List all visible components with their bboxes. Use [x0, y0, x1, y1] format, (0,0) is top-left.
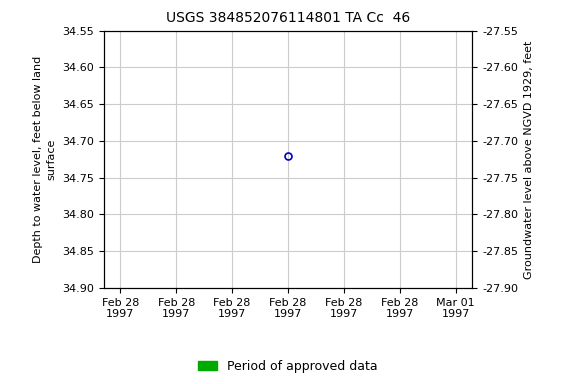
Title: USGS 384852076114801 TA Cc  46: USGS 384852076114801 TA Cc 46: [166, 12, 410, 25]
Y-axis label: Groundwater level above NGVD 1929, feet: Groundwater level above NGVD 1929, feet: [524, 40, 533, 278]
Legend: Period of approved data: Period of approved data: [194, 355, 382, 378]
Y-axis label: Depth to water level, feet below land
surface: Depth to water level, feet below land su…: [32, 56, 56, 263]
